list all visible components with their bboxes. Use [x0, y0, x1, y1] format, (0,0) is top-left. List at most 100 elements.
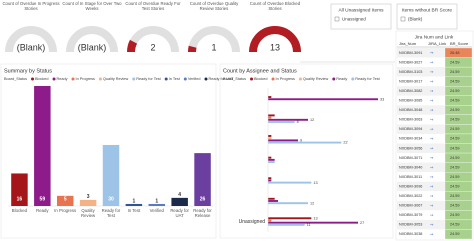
column-header: JIRA_Link — [428, 41, 446, 46]
jira-number: NXDBM-3071 — [399, 156, 422, 160]
gauge-title-box: Count of Overdue Ready For Test Stories — [125, 1, 181, 11]
bar — [102, 144, 120, 206]
table-row — [397, 162, 445, 173]
legend-swatch — [132, 77, 136, 81]
link-icon[interactable] — [430, 89, 434, 93]
slicer-checkbox[interactable] — [334, 16, 340, 22]
x-tick-label: Ready for Release — [193, 208, 212, 218]
br-score: 24.59 — [450, 175, 460, 179]
link-icon[interactable] — [430, 80, 434, 83]
legend-swatch — [298, 77, 302, 81]
br-score: 24.59 — [450, 70, 460, 74]
legend-swatch — [204, 77, 208, 81]
table-row — [397, 48, 445, 58]
link-icon[interactable] — [430, 213, 434, 217]
data-label: 26 — [200, 196, 206, 202]
gauge-title: Count of Overdue Blocked Stories — [249, 1, 301, 11]
legend-entry: In Test — [169, 77, 181, 81]
link-icon[interactable] — [430, 175, 434, 179]
slicer-frame — [396, 3, 458, 30]
table-row — [397, 67, 445, 77]
x-tick-label-box: Ready for Release — [193, 208, 212, 218]
legend-entry: Ready — [336, 77, 347, 81]
bar — [268, 179, 272, 182]
table-row — [397, 172, 445, 182]
table-row — [397, 229, 445, 239]
jira-number: NXDBM-3091 — [399, 51, 422, 55]
br-score: 24.59 — [450, 89, 460, 93]
bar — [268, 121, 295, 123]
jira-number: NXDBM-3096 — [399, 184, 422, 188]
link-icon[interactable] — [430, 108, 434, 112]
column-header: Jira_Num — [399, 41, 417, 46]
gauge-value: 2 — [150, 42, 155, 52]
bar — [268, 137, 272, 140]
x-tick-label: Quality Review — [81, 208, 96, 218]
bar — [268, 158, 275, 161]
data-label: 33 — [380, 97, 384, 101]
br-score: 24.59 — [450, 118, 460, 122]
gauge-fill — [127, 39, 138, 53]
data-label: 11 — [307, 223, 311, 227]
legend-entry: Ready for Test — [136, 77, 161, 81]
bar — [268, 96, 272, 98]
gauge-title: Count of In Stage for Over Two Weeks — [62, 1, 122, 11]
legend-entry: In Progress — [76, 77, 96, 81]
data-label: 12 — [310, 201, 314, 205]
link-icon[interactable] — [430, 137, 434, 140]
link-icon[interactable] — [430, 204, 434, 207]
assignee-visual-frame — [219, 63, 394, 239]
x-tick-label-box: In Test — [128, 208, 141, 213]
gauge-title: Count of Overdue Quality Review Stories — [189, 1, 239, 11]
bar — [171, 197, 188, 206]
link-icon[interactable] — [430, 233, 434, 236]
br-score: 24.59 — [450, 223, 460, 227]
gauge-value: (Blank) — [78, 42, 107, 52]
link-icon[interactable] — [430, 147, 434, 150]
br-score: 24.59 — [450, 165, 460, 169]
link-icon[interactable] — [430, 118, 434, 121]
link-icon[interactable] — [430, 194, 434, 198]
data-label: 9 — [300, 139, 302, 143]
legend-title: Board_Status — [223, 77, 246, 81]
slicer-title: All Unassigned Items — [338, 7, 384, 13]
slicer-option[interactable]: (Blank) — [408, 16, 423, 21]
slicer-option[interactable]: Unassigned — [342, 16, 366, 21]
bar — [125, 203, 143, 206]
table-row — [397, 95, 445, 106]
legend-title: Board_Status — [4, 77, 27, 81]
bar — [268, 202, 308, 205]
gauge-title-box: Count of Overdue Blocked Stories — [249, 1, 301, 11]
gauge-title: Count of Overdue Ready For Test Stories — [125, 1, 181, 11]
bar — [268, 200, 278, 202]
link-icon[interactable] — [430, 70, 434, 74]
link-icon[interactable] — [430, 128, 434, 131]
legend-swatch — [52, 77, 56, 81]
legend-entry: Verified — [188, 77, 201, 81]
bar — [268, 197, 275, 200]
br-score: 24.59 — [450, 146, 460, 150]
jira-number: NXDBM-3103 — [399, 70, 422, 74]
br-score: 26.48 — [450, 51, 460, 55]
jira-number: NXDBM-3056 — [399, 146, 422, 150]
slicer-checkbox[interactable] — [400, 16, 406, 22]
bar — [268, 139, 298, 142]
jira-number: NXDBM-3022 — [399, 194, 422, 198]
jira-number: NXDBM-3040 — [399, 165, 422, 169]
br-score: 24.59 — [450, 79, 460, 83]
link-icon[interactable] — [430, 61, 434, 64]
link-icon[interactable] — [430, 99, 434, 102]
link-icon[interactable] — [430, 185, 434, 188]
table-row — [397, 181, 445, 192]
bar — [148, 203, 166, 206]
legend-swatch — [271, 77, 275, 81]
link-icon[interactable] — [430, 223, 434, 226]
link-icon[interactable] — [430, 156, 434, 159]
link-icon[interactable] — [430, 166, 434, 169]
jira-number: NXDBM-3011 — [399, 175, 422, 179]
gauge-title-box: Count of Overdue Quality Review Stories — [189, 1, 239, 11]
bar — [268, 217, 312, 220]
gauge-title: Count of Overdue In Progress Stories — [2, 1, 60, 11]
link-icon[interactable] — [430, 51, 434, 54]
